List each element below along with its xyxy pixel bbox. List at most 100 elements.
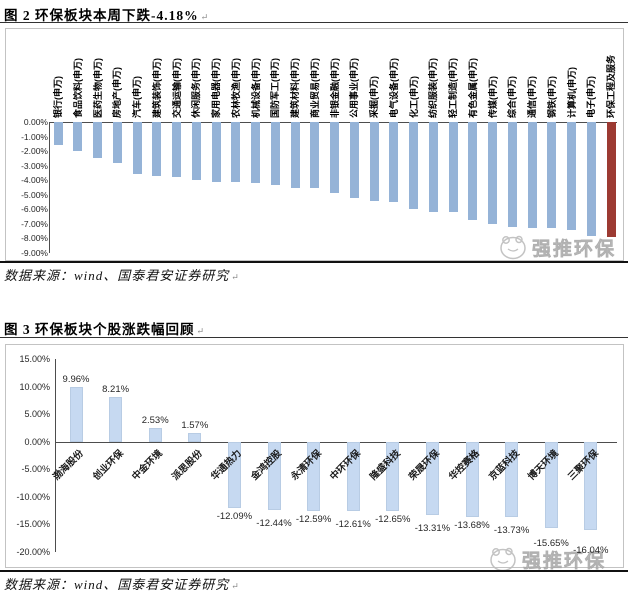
- category-label: 渤海股份: [51, 447, 86, 483]
- bar: [73, 122, 83, 152]
- category-label: 家用电器(申万): [211, 58, 221, 118]
- y-axis-tick-label: -6.00%: [21, 204, 48, 215]
- category-label: 创业环保: [90, 447, 126, 483]
- category-label: 电气设备(申万): [388, 58, 399, 118]
- bar: [346, 441, 360, 512]
- zero-axis-line: [55, 441, 617, 443]
- bar: [465, 441, 479, 517]
- bar: [505, 441, 519, 518]
- category-label: 有色金属(申万): [467, 58, 478, 118]
- data-label: -13.31%: [414, 522, 451, 534]
- category-label: 机械设备(申万): [250, 58, 261, 118]
- category-label: 传媒(申万): [487, 76, 498, 118]
- data-label: -12.59%: [295, 513, 332, 525]
- bar: [527, 122, 537, 229]
- bar: [69, 386, 83, 442]
- category-label: 休闲服务(申万): [191, 58, 202, 118]
- category-label: 采掘(申万): [369, 76, 379, 118]
- category-label: 商业贸易(申万): [309, 58, 320, 118]
- bar: [448, 122, 458, 213]
- sector-weekly-change-chart: 强推环保 0.00% -1.00% -2.00% -3.00% -4.00% -5.00%…: [5, 28, 624, 261]
- bar: [227, 441, 241, 509]
- category-label: 汽车(申万): [132, 76, 142, 118]
- bar: [231, 122, 241, 182]
- y-axis-tick-label: 15.00%: [19, 354, 50, 365]
- bar: [93, 122, 102, 159]
- figure3-source-rule: [0, 570, 628, 572]
- data-label: -13.73%: [493, 525, 530, 537]
- bar: [211, 122, 221, 182]
- category-label: 建筑装饰(申万): [151, 58, 162, 118]
- bar: [290, 122, 300, 188]
- category-label: 银行(申万): [53, 76, 63, 118]
- watermark-text: 强推环保: [532, 238, 617, 260]
- paragraph-mark: ↵: [231, 581, 240, 591]
- bar: [132, 122, 142, 175]
- bar: [172, 122, 181, 178]
- y-axis-tick-label: -8.00%: [21, 233, 48, 244]
- category-label: 纺织服装(申万): [428, 58, 439, 118]
- bar: [270, 122, 280, 185]
- bar: [567, 122, 576, 230]
- data-label: -15.65%: [533, 537, 569, 549]
- category-label: 农林牧渔(申万): [230, 58, 241, 118]
- bar: [191, 122, 201, 181]
- data-label: 9.96%: [62, 373, 90, 385]
- data-label: -12.44%: [256, 518, 292, 530]
- category-label: 轻工制造(申万): [448, 58, 458, 118]
- category-label: 公用事业(申万): [349, 58, 360, 118]
- bar: [369, 122, 379, 201]
- figure2-source-rule: [0, 261, 628, 263]
- data-label: -16.04%: [573, 544, 609, 556]
- category-label: 综合(申万): [507, 76, 518, 118]
- figure3-title-underline: [0, 337, 628, 338]
- figure3-title-text: 图 3 环保板块个股涨跌幅回顾: [4, 322, 195, 337]
- bar: [488, 122, 497, 224]
- bar: [547, 122, 557, 229]
- y-axis-line: [55, 359, 56, 552]
- y-axis-tick-label: -5.00%: [21, 464, 50, 475]
- figure3-source: 数据来源：wind、国泰君安证券研究 ↵: [4, 574, 240, 593]
- bar: [386, 441, 400, 512]
- y-axis-line: [49, 122, 50, 254]
- y-axis-tick-label: -20.00%: [16, 546, 50, 557]
- paragraph-mark: ↵: [200, 12, 210, 22]
- watermark-logo-icon: [490, 547, 516, 572]
- data-label: -12.65%: [375, 514, 411, 526]
- y-axis-tick-label: -3.00%: [21, 160, 48, 171]
- data-label: 1.57%: [181, 420, 209, 432]
- data-label: 2.53%: [141, 414, 169, 426]
- stock-weekly-change-chart: 强推环保 15.00% 10.00% 5.00% 0.00% -5.00% -10.00%…: [5, 344, 624, 572]
- bar: [267, 441, 281, 511]
- y-axis-tick-label: -4.00%: [21, 175, 48, 186]
- bar: [544, 441, 558, 528]
- y-axis-tick-label: -10.00%: [16, 491, 50, 502]
- figure3-title: 图 3 环保板块个股涨跌幅回顾 ↵: [4, 318, 205, 338]
- category-label: 化工(申万): [408, 76, 419, 118]
- figure2-title: 图 2 环保板块本周下跌-4.18% ↵: [4, 4, 209, 24]
- y-axis-tick-label: -9.00%: [21, 248, 48, 259]
- category-label: 医药生物(申万): [92, 58, 103, 118]
- bar: [330, 122, 339, 194]
- paragraph-mark: ↵: [231, 272, 240, 282]
- bar: [53, 122, 63, 146]
- category-label: 派思股份: [169, 447, 205, 483]
- bar: [112, 122, 122, 163]
- bar: [409, 122, 418, 210]
- bar: [188, 433, 202, 442]
- bar: [109, 396, 123, 442]
- watermark: 强推环保: [498, 233, 616, 261]
- bar: [584, 441, 598, 530]
- bar: [586, 122, 596, 236]
- bar: [428, 122, 438, 213]
- category-label: 建筑材料(申万): [290, 58, 300, 118]
- bar: [468, 122, 478, 220]
- bar: [425, 441, 439, 515]
- category-label: 通信(申万): [527, 76, 537, 118]
- paragraph-mark: ↵: [196, 326, 206, 336]
- category-label: 计算机(申万): [566, 67, 577, 118]
- category-label: 房地产(申万): [112, 67, 123, 118]
- data-label: -12.09%: [216, 511, 253, 523]
- figure2-title-underline: [0, 22, 628, 23]
